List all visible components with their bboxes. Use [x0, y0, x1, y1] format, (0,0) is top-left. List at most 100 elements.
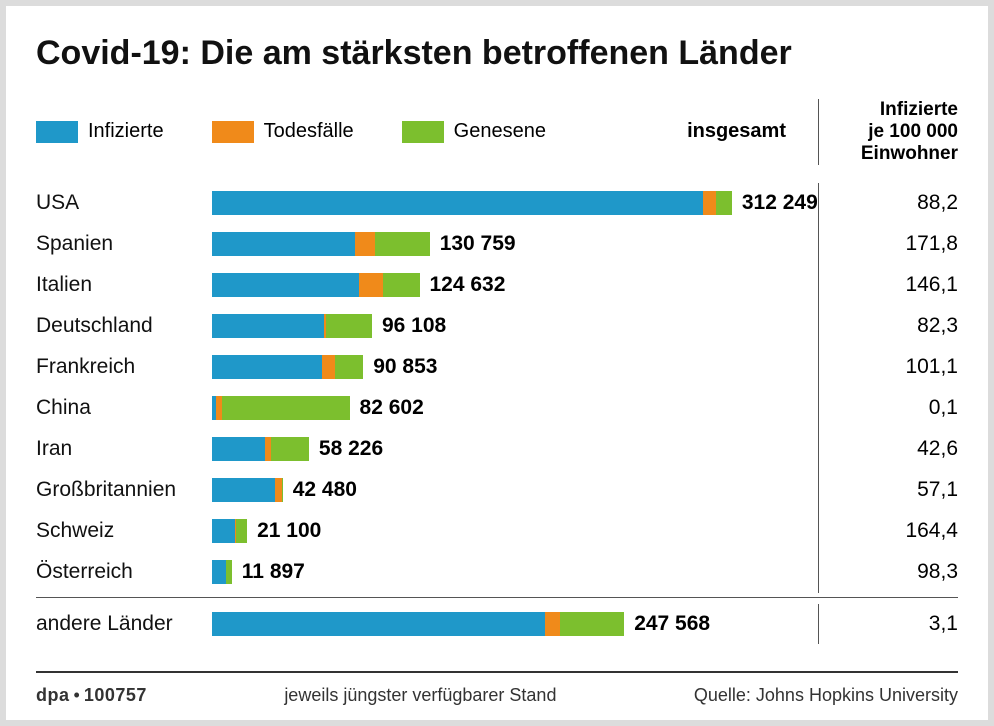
bar-area: 124 632: [212, 265, 818, 306]
row-label: Österreich: [36, 560, 212, 584]
stacked-bar: [212, 519, 247, 543]
segment-infected: [212, 355, 322, 379]
segment-recovered: [226, 560, 231, 584]
segment-recovered: [716, 191, 731, 215]
stacked-bar: [212, 612, 624, 636]
row-percap: 146,1: [818, 265, 958, 306]
row-total: 21 100: [257, 519, 321, 543]
bar-area: 21 100: [212, 511, 818, 552]
legend-infected-label: Infizierte: [88, 120, 164, 143]
footer-id: 100757: [84, 685, 147, 706]
row-label: China: [36, 396, 212, 420]
row-label: USA: [36, 191, 212, 215]
footer-dot: •: [74, 685, 80, 706]
legend-infected: Infizierte: [36, 120, 164, 143]
footer-source: Quelle: Johns Hopkins University: [694, 685, 958, 706]
other-row: andere Länder247 5683,1: [36, 597, 958, 644]
legend-recovered: Genesene: [402, 120, 546, 143]
segment-infected: [212, 437, 265, 461]
data-row: Frankreich 90 853 101,1: [36, 347, 958, 388]
row-percap: 42,6: [818, 429, 958, 470]
row-total: 130 759: [440, 232, 516, 256]
bar-area: 82 602: [212, 388, 818, 429]
rows-container: USA312 24988,2Spanien130 759171,8Italien…: [36, 183, 958, 644]
segment-recovered: [222, 396, 350, 420]
segment-infected: [212, 273, 359, 297]
footer-agency: dpa: [36, 685, 70, 706]
row-total: 58 226: [319, 437, 383, 461]
row-total: 90 853: [373, 355, 437, 379]
segment-deaths: [275, 478, 282, 502]
bar-area: 247 568: [212, 604, 818, 644]
row-total: 42 480: [293, 478, 357, 502]
percap-header-l3: Einwohner: [861, 143, 958, 164]
data-row: Iran58 22642,6: [36, 429, 958, 470]
row-total: 312 249: [742, 191, 818, 215]
infographic-card: Covid-19: Die am stärksten betroffenen L…: [6, 6, 988, 720]
row-percap: 88,2: [818, 183, 958, 224]
segment-deaths: [703, 191, 716, 215]
segment-deaths: [359, 273, 384, 297]
row-label: Schweiz: [36, 519, 212, 543]
segment-infected: [212, 478, 275, 502]
segment-recovered: [375, 232, 430, 256]
row-total: 247 568: [634, 612, 710, 636]
segment-deaths: [545, 612, 560, 636]
row-label: andere Länder: [36, 612, 212, 636]
segment-infected: [212, 232, 355, 256]
stacked-bar: [212, 478, 283, 502]
segment-deaths: [322, 355, 335, 379]
footer: dpa • 100757 jeweils jüngster verfügbare…: [36, 671, 958, 720]
row-label: Großbritannien: [36, 478, 212, 502]
stacked-bar: [212, 232, 430, 256]
row-label: Deutschland: [36, 314, 212, 338]
row-total: 96 108: [382, 314, 446, 338]
legend-row: Infizierte Todesfälle Genesene insgesamt…: [36, 99, 958, 165]
row-percap: 0,1: [818, 388, 958, 429]
data-row: USA 312 24988,2: [36, 183, 958, 224]
segment-recovered: [335, 355, 363, 379]
legend-deaths-label: Todesfälle: [264, 120, 354, 143]
bar-area: 90 853: [212, 347, 818, 388]
row-percap: 171,8: [818, 224, 958, 265]
percap-header-l2: je 100 000: [868, 121, 958, 142]
row-total: 124 632: [430, 273, 506, 297]
row-percap: 101,1: [818, 347, 958, 388]
row-percap: 57,1: [818, 470, 958, 511]
bar-area: 42 480: [212, 470, 818, 511]
segment-recovered: [236, 519, 247, 543]
data-row: Deutschland96 10882,3: [36, 306, 958, 347]
bar-area: 130 759: [212, 224, 818, 265]
segment-infected: [212, 314, 324, 338]
data-row: Großbritannien 42 480 57,1: [36, 470, 958, 511]
segment-recovered: [560, 612, 624, 636]
segment-recovered: [271, 437, 309, 461]
legend-deaths: Todesfälle: [212, 120, 354, 143]
stacked-bar: [212, 273, 420, 297]
segment-infected: [212, 612, 545, 636]
swatch-recovered: [402, 121, 444, 143]
stacked-bar: [212, 560, 232, 584]
bar-area: 312 249: [212, 183, 818, 224]
stacked-bar: [212, 191, 732, 215]
stacked-bar: [212, 437, 309, 461]
segment-deaths: [355, 232, 375, 256]
data-row: China 82 602 0,1: [36, 388, 958, 429]
data-row: Spanien130 759171,8: [36, 224, 958, 265]
segment-infected: [212, 191, 703, 215]
stacked-bar: [212, 355, 363, 379]
percap-header: Infizierte je 100 000 Einwohner: [818, 99, 958, 165]
stacked-bar: [212, 314, 372, 338]
row-label: Frankreich: [36, 355, 212, 379]
segment-infected: [212, 519, 235, 543]
data-row: Italien124 632146,1: [36, 265, 958, 306]
totals-header: insgesamt: [687, 120, 786, 143]
stacked-bar: [212, 396, 350, 420]
segment-recovered: [383, 273, 419, 297]
bar-area: 96 108: [212, 306, 818, 347]
footer-note: jeweils jüngster verfügbarer Stand: [147, 685, 694, 706]
bar-area: 58 226: [212, 429, 818, 470]
row-percap: 164,4: [818, 511, 958, 552]
row-percap: 98,3: [818, 552, 958, 593]
row-total: 82 602: [360, 396, 424, 420]
